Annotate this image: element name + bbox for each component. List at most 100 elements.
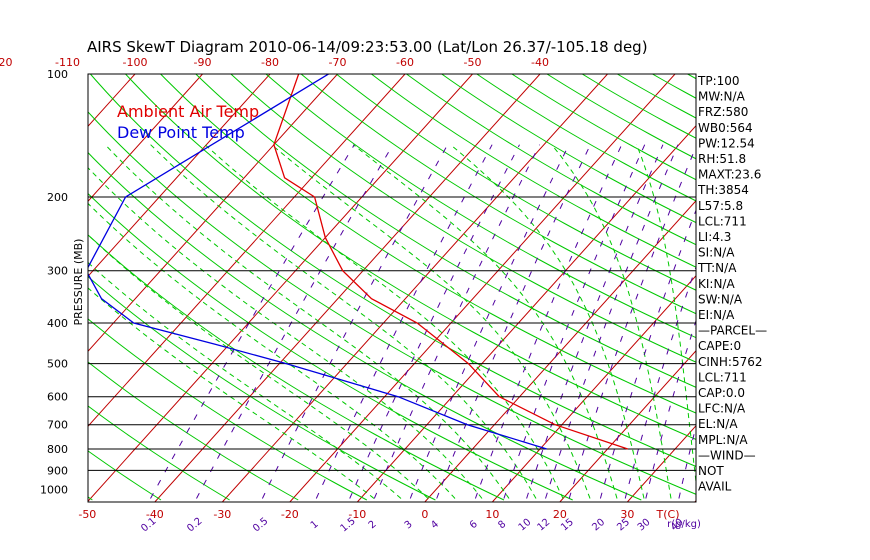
- pressure-tick-label: 700: [47, 419, 68, 432]
- bottom-temp-tick-label: 20: [553, 508, 567, 521]
- mixing-ratio-label: 0.5: [251, 516, 270, 535]
- stat-item: TH:3854: [697, 183, 749, 197]
- isotherm-line: [88, 74, 473, 502]
- top-temp-tick-label: -120: [0, 56, 13, 69]
- bottom-temp-tick-label: -50: [78, 508, 96, 521]
- pressure-tick-label: 900: [47, 464, 68, 477]
- isotherm-line: [221, 74, 608, 502]
- isotherm-line: [0, 74, 68, 502]
- isotherm-line: [626, 424, 696, 502]
- legend-dew-point: Dew Point Temp: [117, 123, 245, 142]
- moist-adiabat-line: [450, 144, 645, 499]
- top-temp-tick-label: -110: [55, 56, 80, 69]
- dry-adiabat-line: [90, 74, 696, 468]
- isotherm-line: [559, 349, 696, 502]
- bottom-temp-tick-label: -30: [213, 508, 231, 521]
- isotherm-line: [88, 74, 136, 128]
- dry-adiabat-line: [300, 74, 696, 315]
- stat-item: —WIND—: [698, 448, 756, 462]
- mixing-ratio-line: [436, 144, 591, 499]
- dry-adiabat-line: [125, 74, 696, 440]
- y-axis-label: PRESSURE (MB): [72, 239, 85, 326]
- isotherm-line: [88, 74, 203, 203]
- stat-item: MW:N/A: [698, 90, 746, 104]
- stat-item: FRZ:580: [698, 105, 748, 119]
- legend-air-temp: Ambient Air Temp: [117, 102, 259, 121]
- dry-adiabat-line: [371, 74, 696, 268]
- dry-adiabat-line: [88, 405, 230, 501]
- top-temp-tick-label: -50: [464, 56, 482, 69]
- stat-item: SW:N/A: [698, 292, 743, 306]
- pressure-tick-label: 1000: [40, 484, 68, 497]
- moist-adiabat-line: [352, 144, 618, 499]
- mixing-ratio-label: 12: [536, 517, 553, 534]
- stat-item: LI:4.3: [698, 230, 731, 244]
- stat-item: —PARCEL—: [698, 324, 767, 338]
- bottom-temp-tick-label: -20: [281, 508, 299, 521]
- dry-adiabat-line: [511, 74, 696, 181]
- stat-item: NOT: [698, 464, 724, 478]
- dry-adiabat-line: [0, 74, 24, 500]
- top-temp-tick-label: -60: [396, 56, 414, 69]
- mixing-ratio-label: 3: [403, 519, 415, 532]
- mixing-ratio-line: [373, 144, 541, 499]
- mixing-ratio-label: 4: [429, 519, 441, 532]
- mixing-ratio-label: 2: [367, 519, 379, 532]
- stat-item: PW:12.54: [698, 136, 755, 150]
- mixing-ratio-label: 0.2: [185, 516, 204, 535]
- stat-item: RH:51.8: [698, 152, 746, 166]
- dry-adiabat-line: [160, 74, 696, 414]
- dry-adiabat-line: [441, 74, 696, 224]
- pressure-tick-label: 200: [47, 191, 68, 204]
- stat-item: CINH:5762: [698, 355, 763, 369]
- mixing-ratio-line: [150, 144, 355, 499]
- dry-adiabat-line: [88, 192, 573, 501]
- dry-adiabat-line: [88, 234, 505, 501]
- mixing-ratio-label: 20: [590, 517, 607, 534]
- dew-point-trace: [88, 74, 547, 450]
- mixing-ratio-line: [503, 144, 646, 499]
- mixing-ratio-line: [315, 144, 493, 499]
- bottom-temp-tick-label: 10: [485, 508, 499, 521]
- isotherm-line: [356, 124, 696, 502]
- mixing-ratio-label: 10: [517, 517, 534, 534]
- mixing-ratio-line: [261, 144, 449, 499]
- mixing-ratio-line: [526, 144, 664, 499]
- pressure-tick-label: 800: [47, 443, 68, 456]
- profile-traces: [88, 74, 629, 450]
- isotherm-line: [289, 74, 676, 502]
- isotherm-line: [88, 74, 338, 353]
- dry-adiabat-line: [88, 275, 436, 501]
- stat-item: LCL:711: [698, 370, 747, 384]
- mixing-ratio-line: [545, 144, 679, 499]
- dry-adiabat-line: [195, 74, 696, 388]
- pressure-tick-label: 100: [47, 68, 68, 81]
- stat-item: CAPE:0: [698, 339, 741, 353]
- chart-title: AIRS SkewT Diagram 2010-06-14/09:23:53.0…: [87, 38, 648, 56]
- stat-item: KI:N/A: [698, 277, 735, 291]
- stat-item: LFC:N/A: [698, 402, 746, 416]
- isotherm-line: [762, 74, 870, 502]
- stat-item: LCL:711: [698, 214, 747, 228]
- dry-adiabat-line: [406, 74, 696, 246]
- stat-item: EI:N/A: [698, 308, 735, 322]
- pressure-tick-label: 400: [47, 317, 68, 330]
- stat-item: MPL:N/A: [698, 433, 748, 447]
- stat-item: TP:100: [697, 74, 740, 88]
- bottom-temp-tick-label: 30: [620, 508, 634, 521]
- mixing-ratio-label: 6: [468, 519, 480, 532]
- bottom-temp-tick-label: -40: [146, 508, 164, 521]
- isotherm-line: [491, 274, 696, 502]
- plot-frame: [87, 73, 697, 503]
- dry-adiabat-line: [230, 74, 696, 363]
- dry-adiabat-line: [88, 111, 696, 495]
- pressure-tick-label: 300: [47, 265, 68, 278]
- mixing-ratio-label: 1: [309, 519, 321, 532]
- moist-adiabat-line: [150, 144, 537, 499]
- diagram-grid: [0, 74, 870, 502]
- stat-item: AVAIL: [698, 480, 732, 494]
- stat-item: TT:N/A: [697, 261, 737, 275]
- moist-adiabat-line: [88, 167, 483, 499]
